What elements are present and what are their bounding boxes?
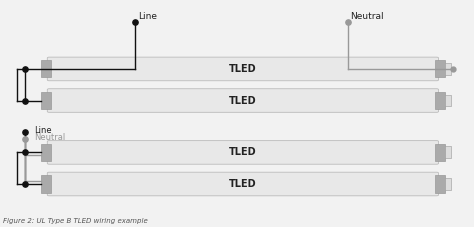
Bar	[41, 92, 51, 109]
Text: TLED: TLED	[229, 64, 257, 74]
FancyBboxPatch shape	[47, 57, 438, 81]
Bar	[445, 146, 451, 158]
Text: Neutral: Neutral	[350, 12, 384, 21]
FancyBboxPatch shape	[47, 172, 438, 196]
Bar	[435, 60, 445, 77]
FancyBboxPatch shape	[47, 141, 438, 164]
Text: Line: Line	[138, 12, 157, 21]
Text: TLED: TLED	[229, 179, 257, 189]
Bar	[41, 175, 51, 192]
Text: TLED: TLED	[229, 96, 257, 106]
Bar	[435, 92, 445, 109]
Text: Line: Line	[34, 126, 51, 135]
Bar	[445, 178, 451, 190]
FancyBboxPatch shape	[47, 89, 438, 112]
Bar	[445, 63, 451, 75]
Bar	[445, 95, 451, 106]
Text: Neutral: Neutral	[34, 133, 65, 142]
Bar	[41, 144, 51, 161]
Bar	[41, 60, 51, 77]
Bar	[435, 144, 445, 161]
Bar	[435, 175, 445, 192]
Text: TLED: TLED	[229, 147, 257, 157]
Text: Figure 2: UL Type B TLED wiring example: Figure 2: UL Type B TLED wiring example	[3, 218, 148, 224]
